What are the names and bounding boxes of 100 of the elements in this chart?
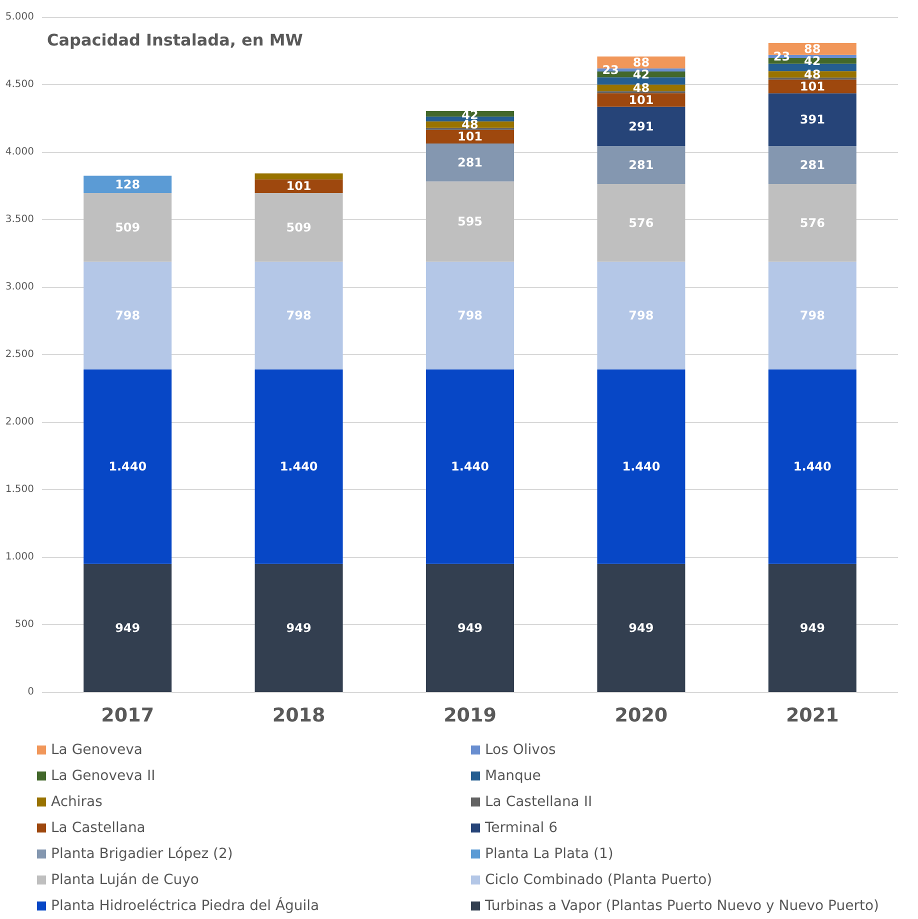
- data-label: 88: [804, 42, 821, 56]
- x-tick-label: 2021: [786, 704, 839, 726]
- bar: [597, 77, 686, 85]
- bar: [426, 564, 514, 692]
- y-tick-label: 1.000: [5, 552, 34, 562]
- data-label: 281: [800, 158, 825, 172]
- bar: [84, 176, 172, 194]
- y-tick-label: 3.500: [5, 214, 34, 225]
- bar: [768, 93, 856, 146]
- data-label: 576: [800, 216, 825, 230]
- bar: [597, 93, 686, 107]
- x-tick-label: 2017: [101, 704, 154, 726]
- legend-label: Planta Luján de Cuyo: [51, 872, 199, 888]
- text: Capacidad Instalada, en MW: [47, 30, 304, 50]
- legend-label: Manque: [485, 768, 541, 784]
- data-label: 509: [286, 220, 312, 234]
- legend-label: Los Olivos: [485, 742, 556, 758]
- bar: [426, 369, 514, 564]
- data-label: 101: [628, 92, 654, 107]
- data-label: 48: [462, 118, 478, 132]
- y-tick-label: 1.500: [5, 484, 34, 495]
- x-tick-label: 2019: [444, 704, 496, 726]
- data-label: 1.440: [793, 460, 832, 474]
- data-label: 42: [804, 54, 821, 68]
- bar: [254, 193, 343, 262]
- data-label: 509: [115, 220, 140, 234]
- legend-label: Planta Brigadier López (2): [51, 846, 233, 862]
- data-label: 1.440: [280, 460, 318, 474]
- bar: [768, 262, 856, 370]
- bar: [254, 262, 343, 370]
- data-label: 798: [286, 308, 312, 323]
- y-tick-label: 5.000: [5, 12, 34, 22]
- bar: [768, 64, 856, 72]
- data-label: 798: [115, 308, 140, 323]
- data-label: 949: [286, 620, 312, 635]
- data-label: 949: [800, 620, 825, 635]
- data-label: 48: [804, 67, 821, 82]
- data-label: 101: [286, 179, 312, 194]
- bar: [768, 146, 856, 184]
- y-tick-label: 2.500: [5, 349, 34, 360]
- y-tick-label: 4.500: [5, 79, 34, 90]
- legend-label: Turbinas a Vapor (Plantas Puerto Nuevo y Nuevo Puerto): [484, 898, 879, 914]
- bar: [597, 369, 686, 564]
- data-label: 48: [632, 80, 650, 95]
- bar: [426, 143, 514, 182]
- data-label: 88: [632, 55, 650, 70]
- bar: [84, 369, 172, 564]
- data-label: 576: [628, 216, 654, 230]
- y-tick-label: 500: [14, 619, 34, 630]
- data-label: 291: [628, 119, 654, 134]
- bar: [768, 369, 856, 564]
- bar: [426, 262, 514, 370]
- x-tick-label: 2020: [614, 704, 668, 726]
- bar: [768, 80, 856, 94]
- data-label: 949: [628, 620, 654, 635]
- bar: [426, 181, 514, 262]
- legend-label: La Genoveva: [51, 742, 142, 758]
- legend-label: Terminal 6: [484, 820, 558, 836]
- data-label: 391: [800, 112, 825, 127]
- legend-label: Ciclo Combinado (Planta Puerto): [485, 872, 712, 888]
- legend-label: La Castellana: [51, 820, 146, 836]
- y-tick-label: 4.000: [5, 146, 34, 158]
- bar: [597, 146, 686, 184]
- data-label: 281: [628, 158, 654, 172]
- data-label: 101: [457, 130, 483, 144]
- y-tick-label: 3.000: [5, 282, 34, 292]
- data-label: 42: [632, 67, 650, 82]
- bar: [597, 564, 686, 692]
- legend-label: La Genoveva II: [51, 768, 156, 784]
- bar: [254, 369, 343, 564]
- bar: [768, 184, 856, 262]
- data-label: 949: [115, 620, 140, 635]
- legend-label: Achiras: [51, 794, 102, 810]
- data-label: 281: [457, 155, 483, 170]
- x-tick-label: 2018: [272, 704, 326, 726]
- data-label: 949: [457, 620, 483, 635]
- bar: [254, 564, 343, 692]
- data-label: 798: [800, 308, 825, 323]
- bar: [84, 262, 172, 370]
- data-label: 101: [800, 79, 825, 94]
- data-label: 23: [773, 49, 790, 64]
- y-tick-label: 2.000: [5, 416, 34, 428]
- data-label: 595: [457, 214, 483, 229]
- data-label: 23: [602, 62, 619, 77]
- bar: [597, 106, 686, 146]
- data-label: 1.440: [451, 460, 489, 474]
- bar: [84, 193, 172, 262]
- data-label: 1.440: [622, 460, 660, 474]
- bar: [597, 262, 686, 370]
- legend-label: Planta La Plata (1): [485, 846, 614, 862]
- y-tick-label: 0: [28, 686, 34, 698]
- legend-label: Planta Hidroeléctrica Piedra del Águila: [51, 897, 320, 914]
- bar: [254, 173, 343, 180]
- bar: [768, 564, 856, 692]
- data-label: 1.440: [108, 460, 147, 474]
- bar: [84, 564, 172, 692]
- bar: [597, 184, 686, 262]
- legend-label: La Castellana II: [485, 794, 592, 810]
- data-label: 128: [115, 177, 140, 192]
- data-label: 798: [628, 308, 654, 323]
